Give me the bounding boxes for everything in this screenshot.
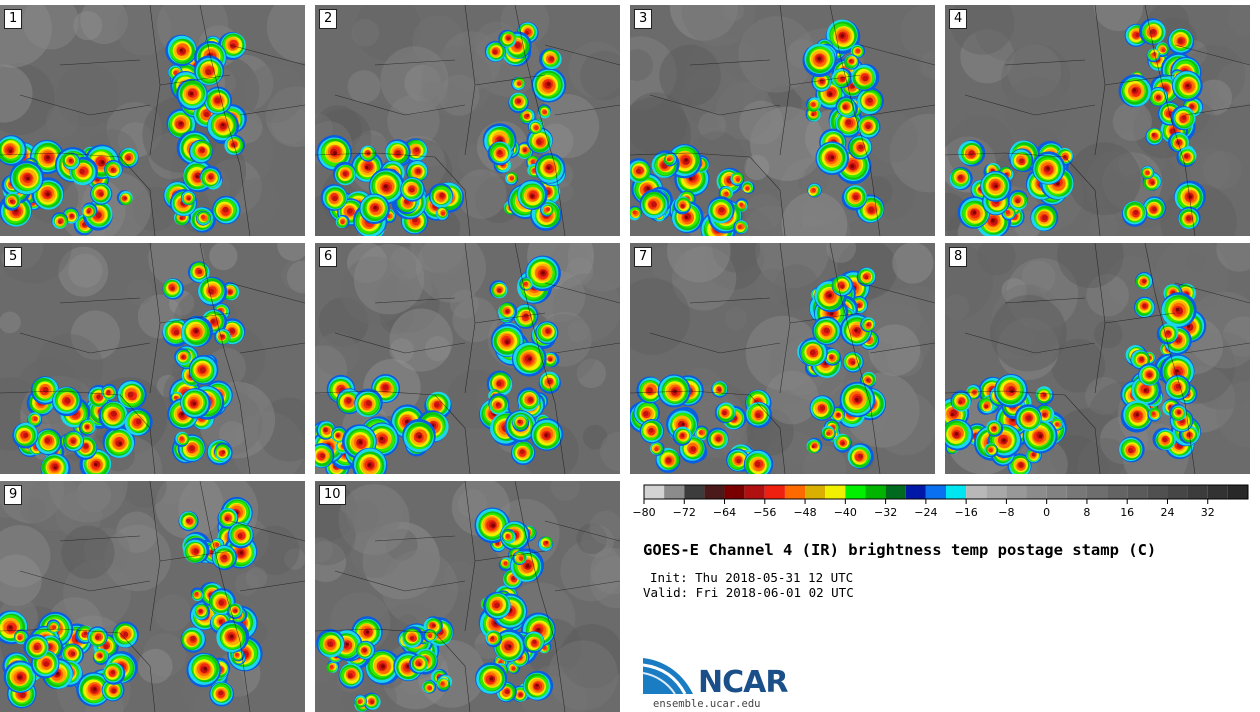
- page-title: GOES-E Channel 4 (IR) brightness temp po…: [643, 541, 1157, 559]
- site-url: ensemble.ucar.edu: [653, 698, 761, 710]
- panel-number-label: 9: [4, 485, 23, 505]
- colorbar-swatch: [825, 485, 846, 499]
- map-panel: 5: [0, 243, 305, 474]
- colorbar-tick-label: −8: [998, 506, 1015, 519]
- panel-number-label: 6: [319, 247, 338, 267]
- map-panel: 3: [630, 5, 935, 236]
- map-panel: 9: [0, 481, 305, 712]
- colorbar-swatch: [724, 485, 745, 499]
- colorbar-tick-label: −24: [914, 506, 938, 519]
- colorbar-swatch: [1107, 485, 1128, 499]
- panel-number-label: 5: [4, 247, 23, 267]
- ir-satellite-map: [315, 481, 620, 712]
- valid-time: Valid: Fri 2018-06-01 02 UTC: [643, 585, 854, 600]
- colorbar-swatch: [684, 485, 705, 499]
- colorbar-tick-label: −56: [753, 506, 777, 519]
- colorbar-tick-label: −72: [672, 506, 696, 519]
- colorbar-swatch: [925, 485, 946, 499]
- panel-number-label: 1: [4, 9, 23, 29]
- colorbar-swatch: [946, 485, 967, 499]
- colorbar-swatch: [1026, 485, 1047, 499]
- map-panel: 7: [630, 243, 935, 474]
- colorbar-swatch: [764, 485, 785, 499]
- colorbar-swatch: [1187, 485, 1208, 499]
- colorbar-swatch: [1006, 485, 1027, 499]
- panel-number-label: 3: [634, 9, 653, 29]
- colorbar-tick-label: −16: [954, 506, 978, 519]
- map-panel: 4: [945, 5, 1250, 236]
- colorbar-swatch: [1127, 485, 1148, 499]
- colorbar-tick-label: 24: [1160, 506, 1175, 519]
- panel-number-label: 7: [634, 247, 653, 267]
- colorbar-swatch: [845, 485, 866, 499]
- colorbar-swatch: [644, 485, 665, 499]
- colorbar-swatch: [704, 485, 725, 499]
- map-panel: 10: [315, 481, 620, 712]
- ir-satellite-map: [0, 5, 305, 236]
- colorbar-tick-label: 32: [1200, 506, 1215, 519]
- colorbar-tick-label: −40: [833, 506, 857, 519]
- map-panel: 2: [315, 5, 620, 236]
- colorbar-tick-label: 0: [1043, 506, 1051, 519]
- ir-satellite-map: [0, 481, 305, 712]
- colorbar-swatch: [805, 485, 826, 499]
- colorbar-swatch: [865, 485, 886, 499]
- colorbar-swatch: [885, 485, 906, 499]
- ncar-logo-icon: [643, 658, 693, 695]
- colorbar-tick-label: −80: [632, 506, 656, 519]
- ir-satellite-map: [630, 243, 935, 474]
- colorbar-swatch: [664, 485, 685, 499]
- colorbar-swatch: [1046, 485, 1067, 499]
- map-panel: 1: [0, 5, 305, 236]
- panel-number-label: 10: [319, 485, 346, 505]
- colorbar-tick-label: −32: [873, 506, 898, 519]
- init-time: Init: Thu 2018-05-31 12 UTC: [650, 570, 854, 585]
- panel-number-label: 4: [949, 9, 968, 29]
- ir-satellite-map: [0, 243, 305, 474]
- colorbar-swatch: [1086, 485, 1108, 499]
- colorbar-swatch: [1227, 485, 1248, 499]
- colorbar-swatch: [1167, 485, 1188, 499]
- logo-wordmark: NCAR: [698, 665, 788, 700]
- colorbar-tick-label: 16: [1120, 506, 1135, 519]
- colorbar-swatch: [966, 485, 987, 499]
- ir-satellite-map: [315, 5, 620, 236]
- colorbar-swatch: [744, 485, 765, 499]
- ir-satellite-map: [315, 243, 620, 474]
- map-panel: 8: [945, 243, 1250, 474]
- colorbar-tick-label: −48: [793, 506, 817, 519]
- colorbar-tick-label: −64: [712, 506, 737, 519]
- panel-number-label: 2: [319, 9, 338, 29]
- ir-satellite-map: [945, 5, 1250, 236]
- ir-satellite-map: [945, 243, 1250, 474]
- map-panel: 6: [315, 243, 620, 474]
- temperature-colorbar: [643, 484, 1249, 504]
- colorbar-swatch: [1207, 485, 1228, 499]
- ir-satellite-map: [630, 5, 935, 236]
- colorbar-swatch: [905, 485, 926, 499]
- colorbar-swatch: [784, 485, 806, 499]
- colorbar-tick-label: 8: [1083, 506, 1091, 519]
- colorbar-swatch: [986, 485, 1007, 499]
- colorbar-swatch: [1066, 485, 1087, 499]
- panel-number-label: 8: [949, 247, 968, 267]
- colorbar-swatch: [1147, 485, 1168, 499]
